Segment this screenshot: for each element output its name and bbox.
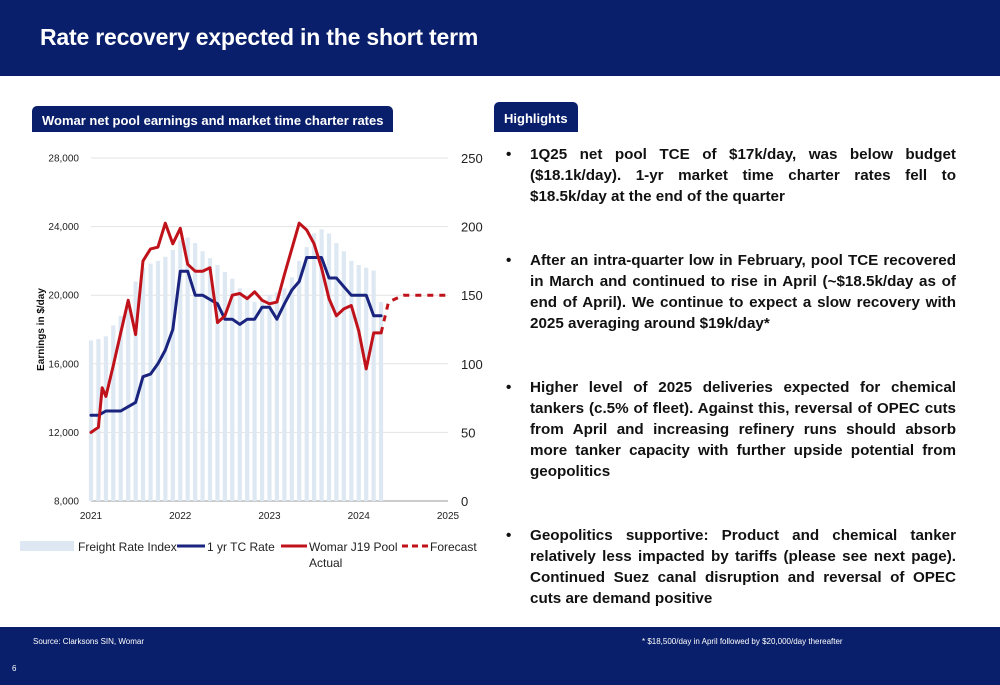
freight-index-bar: [237, 288, 242, 501]
highlights-section-tag: Highlights: [494, 102, 578, 132]
freight-index-bar: [289, 277, 294, 501]
pool-actual-line: [89, 221, 383, 434]
tc-rate-line: [89, 256, 383, 417]
freight-index-bar: [319, 229, 324, 501]
freight-index-bar: [334, 243, 339, 501]
freight-index-bar: [222, 271, 227, 501]
freight-index-bar: [259, 299, 265, 501]
chart-section-tag: Womar net pool earnings and market time …: [32, 106, 394, 132]
y-right-tick-label: 100: [461, 357, 483, 372]
y-left-tick-label: 20,000: [48, 291, 79, 302]
footnote: * $18,500/day in April followed by $20,0…: [642, 637, 843, 646]
freight-index-bar: [148, 263, 153, 501]
freight-index-bar: [245, 295, 250, 501]
freight-index-bar: [118, 315, 123, 501]
freight-index-bar: [282, 288, 287, 501]
freight-index-bar: [155, 260, 161, 501]
freight-index-bar: [185, 237, 190, 501]
freight-index-bar: [103, 336, 109, 501]
freight-index-bar: [371, 270, 376, 501]
y-left-tick-label: 28,000: [48, 154, 79, 165]
freight-index-bar: [274, 292, 280, 501]
bullet-icon: •: [506, 379, 512, 396]
y-right-tick-label: 0: [461, 494, 468, 509]
freight-index-bar: [378, 302, 384, 501]
freight-index-bar: [178, 240, 183, 501]
highlight-item-3: • Higher level of 2025 deliveries expecte…: [506, 379, 956, 480]
freight-index-bar: [111, 325, 116, 501]
legend-label-pool-line2: Actual: [309, 556, 342, 570]
freight-index-bar: [356, 265, 361, 501]
freight-index-bar: [207, 258, 213, 501]
y-left-tick-label: 12,000: [48, 428, 79, 439]
footer-bar: [0, 627, 1000, 685]
freight-index-bar: [252, 302, 257, 501]
highlight-item-1: • 1Q25 net pool TCE of $17k/day, was belo…: [506, 146, 956, 205]
legend-label-tc: 1 yr TC Rate: [207, 540, 275, 554]
freight-index-bar: [126, 302, 131, 501]
source-note: Source: Clarksons SIN, Womar: [33, 637, 144, 646]
y-right-tick-label: 50: [461, 425, 475, 440]
freight-index-bar: [349, 260, 354, 501]
x-tick-label: 2023: [258, 511, 281, 522]
legend-label-forecast: Forecast: [430, 540, 477, 554]
y-right-tick-label: 200: [461, 220, 483, 235]
y-left-tick-label: 16,000: [48, 359, 79, 370]
freight-index-bar: [326, 233, 332, 501]
legend-label-pool: Womar J19 Pool: [309, 540, 397, 554]
y-left-tick-label: 8,000: [54, 497, 79, 508]
x-tick-label: 2025: [437, 511, 460, 522]
y-axis-label: Earnings in $/day: [36, 288, 47, 371]
highlight-item-4: • Geopolitics supportive: Product and che…: [506, 527, 956, 607]
freight-index-bar: [215, 265, 220, 501]
highlights-list: • 1Q25 net pool TCE of $17k/day, was belo…: [506, 144, 956, 609]
freight-index-bar: [341, 251, 346, 501]
page-title: Rate recovery expected in the short term: [40, 24, 479, 50]
bullet-icon: •: [506, 527, 512, 544]
freight-index-bar: [170, 249, 175, 501]
freight-index-bar: [304, 247, 309, 501]
freight-index-bar: [267, 295, 272, 501]
freight-index-bar: [312, 233, 317, 501]
bullet-icon: •: [506, 252, 512, 269]
earnings-chart: 8,000 12,000 16,000 20,000 24,000 28,000 0 50 10…: [20, 151, 483, 570]
x-tick-label: 2024: [348, 511, 371, 522]
freight-index-bar: [364, 267, 369, 501]
x-tick-label: 2022: [169, 511, 192, 522]
freight-index-bar: [230, 278, 235, 501]
freight-index-bar: [133, 281, 138, 501]
freight-index-bar: [193, 243, 198, 501]
freight-index-bar: [200, 251, 205, 501]
y-right-tick-label: 150: [461, 288, 483, 303]
freight-index-bar: [140, 267, 146, 501]
header-bar: [0, 0, 1000, 76]
freight-index-bar: [297, 260, 302, 501]
bullet-icon: •: [506, 146, 512, 163]
highlight-item-2: • After an intra-quarter low in February,…: [506, 252, 956, 332]
legend-swatch-freight: [20, 541, 74, 551]
page-number: 6: [12, 664, 17, 673]
y-left-tick-label: 24,000: [48, 222, 79, 233]
y-right-tick-label: 250: [461, 151, 483, 166]
legend-label-freight: Freight Rate Index: [78, 540, 177, 554]
x-tick-label: 2021: [80, 511, 103, 522]
forecast-line: [379, 293, 448, 334]
freight-index-bar: [88, 340, 94, 501]
freight-index-bar: [163, 256, 168, 501]
